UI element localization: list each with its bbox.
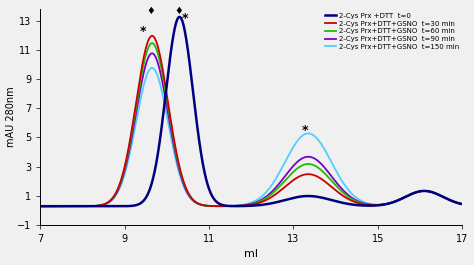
Text: *: * xyxy=(301,124,308,137)
X-axis label: ml: ml xyxy=(244,249,258,259)
Text: *: * xyxy=(140,25,146,38)
Legend: 2-Cys Prx +DTT  t=0, 2-Cys Prx+DTT+GSNO  t=30 min, 2-Cys Prx+DTT+GSNO  t=60 min,: 2-Cys Prx +DTT t=0, 2-Cys Prx+DTT+GSNO t… xyxy=(323,10,462,52)
Text: ♦: ♦ xyxy=(146,6,155,16)
Y-axis label: mAU 280nm: mAU 280nm xyxy=(6,87,16,147)
Text: *: * xyxy=(182,12,189,25)
Text: ♦: ♦ xyxy=(174,6,183,16)
